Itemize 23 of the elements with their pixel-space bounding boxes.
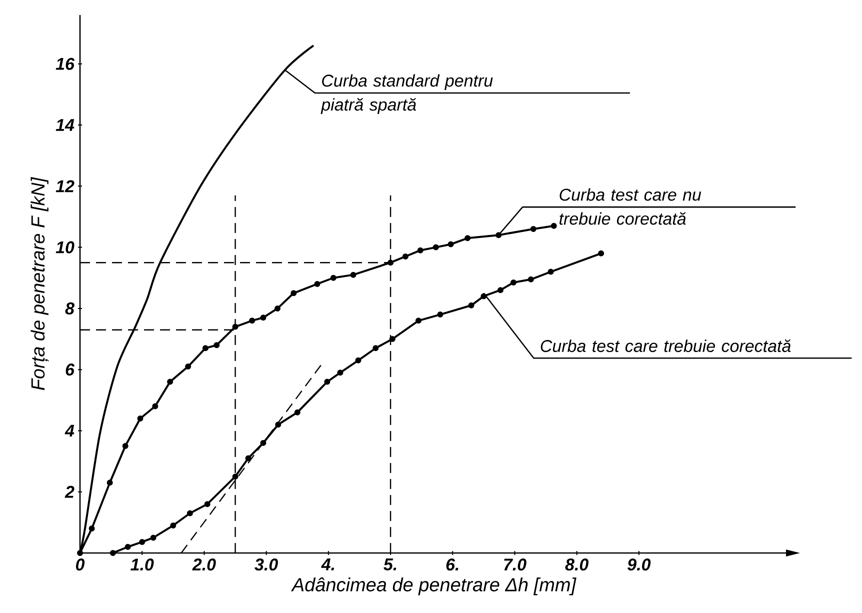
x-tick-label: 3.0: [254, 558, 278, 571]
x-tick-label: 0: [76, 558, 85, 571]
x-tick-label: 7.0: [504, 558, 526, 571]
x-tick-label: 8.0: [565, 558, 588, 571]
y-tick-label: 4: [64, 424, 74, 437]
x-tick-label: 1.0: [130, 558, 154, 571]
x-tick-label: 6.: [446, 558, 458, 571]
x-tick-label: 4.: [321, 558, 334, 570]
annotation: Curba test care nu trebuie corectată: [560, 188, 702, 225]
y-tick-label: 2: [64, 486, 74, 498]
y-tick-label: 6: [66, 364, 75, 376]
x-tick-label: 2.0: [192, 558, 216, 571]
x-axis-title: Adâncimea de penetrare Δh [mm]: [290, 577, 576, 596]
y-tick-label: 12: [56, 180, 74, 192]
annotation: Curba test care trebuie corectată: [540, 339, 791, 352]
x-tick-label: 5.: [384, 558, 396, 570]
y-tick-label: 8: [65, 302, 74, 314]
y-tick-label: 14: [56, 119, 74, 131]
y-tick-label: 10: [56, 241, 74, 254]
annotation: Curba standard pentru piatră spartă: [320, 74, 493, 114]
y-axis-title: Forța de penetrare F [kN]: [30, 176, 49, 390]
y-tick-label: 16: [56, 58, 75, 70]
x-tick-label: 9.0: [628, 558, 651, 571]
